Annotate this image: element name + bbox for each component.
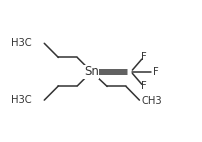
Text: CH3: CH3 (140, 96, 161, 106)
Text: H3C: H3C (11, 38, 32, 48)
Text: Sn: Sn (84, 65, 98, 78)
Text: F: F (141, 53, 146, 62)
Text: F: F (152, 67, 158, 77)
Text: H3C: H3C (11, 95, 32, 105)
Text: F: F (141, 81, 146, 91)
